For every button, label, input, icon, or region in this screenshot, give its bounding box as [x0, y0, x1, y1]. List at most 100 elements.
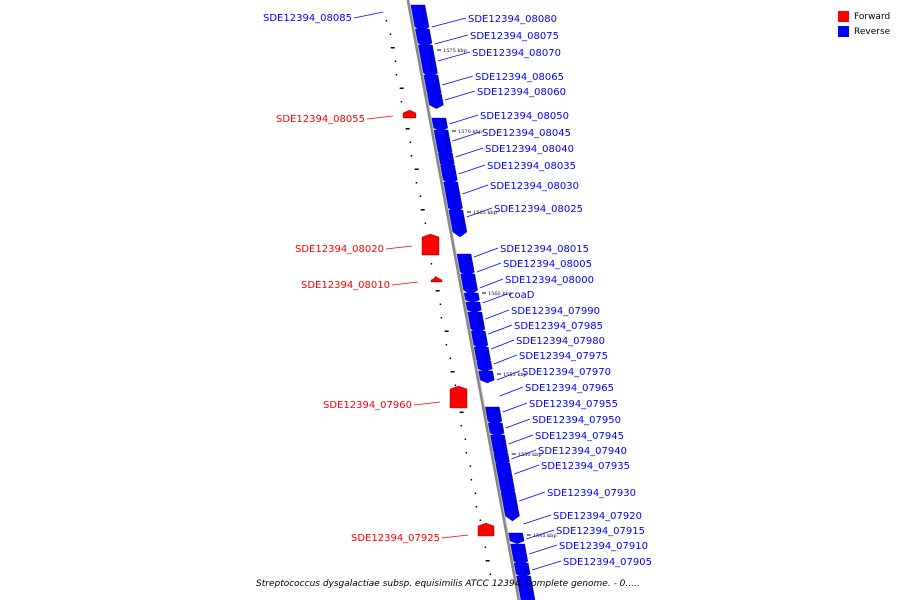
track-dot: [465, 452, 468, 454]
forward-gene-block: [421, 233, 440, 256]
label-leader: [353, 11, 384, 19]
reverse-gene-block: [516, 575, 536, 600]
reverse-gene-label: SDE12394_08070: [472, 48, 561, 59]
scale-tick-label: 1570 kbp: [458, 129, 482, 135]
track-dot: [424, 222, 427, 224]
track-dot: [440, 317, 443, 319]
reverse-gene-label: SDE12394_07945: [535, 431, 624, 442]
legend: Forward Reverse: [838, 9, 898, 39]
reverse-gene-label: coaD: [509, 290, 535, 301]
scale-tick-label: 1545 kbp: [533, 533, 557, 539]
gene-shade: [471, 275, 475, 289]
gene-shade: [421, 6, 425, 26]
label-leader: [499, 386, 524, 397]
gene-shade: [503, 454, 507, 461]
reverse-gene-label: SDE12394_07970: [522, 367, 611, 378]
gene-shade: [475, 303, 479, 309]
reverse-gene-label: SDE12394_08060: [477, 87, 566, 98]
reverse-gene-label: SDE12394_08035: [487, 161, 576, 172]
reverse-gene-block: [431, 117, 448, 132]
forward-gene-block: [402, 109, 417, 119]
label-leader: [488, 324, 513, 335]
gene-shade: [495, 408, 499, 420]
track-dot: [489, 573, 492, 575]
gene-shade: [507, 464, 511, 490]
forward-gene-label: SDE12394_07960: [323, 400, 412, 411]
track-dot: [449, 357, 452, 359]
legend-reverse: Reverse: [838, 24, 898, 39]
reverse-gene-label: SDE12394_07950: [532, 415, 621, 426]
forward-gene-block: [430, 276, 443, 283]
legend-forward: Forward: [838, 9, 898, 24]
label-leader: [431, 17, 467, 28]
scale-tick-label: 1565 kbp: [473, 210, 497, 216]
reverse-gene-label: SDE12394_07905: [563, 557, 652, 568]
label-leader: [528, 544, 558, 555]
reverse-gene-label: SDE12394_08005: [503, 259, 592, 270]
track-dot: [470, 479, 473, 481]
gene-shade: [484, 348, 488, 359]
reverse-gene-label: SDE12394_08075: [470, 31, 559, 42]
genome-caption: Streptococcus dysgalactiae subsp. equisi…: [256, 579, 640, 589]
gene-shade: [455, 183, 459, 207]
reverse-gene-label: SDE12394_08065: [475, 72, 564, 83]
gene-shade: [488, 372, 492, 379]
reverse-gene-label: SDE12394_08045: [482, 128, 571, 139]
track-dot: [385, 20, 388, 22]
gene-shade: [512, 493, 516, 515]
track-dot: [419, 195, 422, 197]
forward-gene-label: SDE12394_08085: [263, 13, 352, 24]
label-leader: [441, 534, 469, 539]
reverse-gene-label: SDE12394_07935: [541, 461, 630, 472]
scale-tick-label: 1555 kbp: [503, 372, 527, 378]
track-dot: [454, 384, 457, 386]
label-leader: [466, 207, 493, 218]
label-leader: [523, 514, 552, 525]
gene-shade: [445, 131, 449, 151]
gene-shade: [425, 30, 429, 42]
track-dot: [420, 209, 425, 211]
scale-tick-label: 1575 kbp: [443, 48, 467, 54]
track-dot: [430, 263, 433, 265]
reverse-gene-label: SDE12394_07910: [559, 541, 648, 552]
legend-forward-label: Forward: [854, 11, 891, 22]
forward-gene-label: SDE12394_07925: [351, 533, 440, 544]
gene-shade: [518, 534, 522, 540]
reverse-gene-label: SDE12394_07920: [553, 511, 642, 522]
forward-swatch: [838, 11, 849, 22]
scale-tick-label: 1560 kbp: [488, 291, 512, 297]
reverse-gene-label: SDE12394_07955: [529, 399, 618, 410]
reverse-gene-block: [427, 93, 444, 109]
reverse-gene-label: SDE12394_08025: [494, 204, 583, 215]
gene-shade: [429, 46, 433, 72]
gene-shade: [450, 166, 454, 179]
gene-shade: [524, 564, 528, 573]
genome-axis-highlight: [409, 0, 521, 600]
label-leader: [391, 281, 419, 286]
track-dot: [414, 168, 419, 170]
track-dot: [434, 276, 437, 278]
reverse-gene-block: [476, 360, 493, 372]
forward-gene-label: SDE12394_08055: [276, 114, 365, 125]
label-leader: [485, 309, 510, 320]
gene-labels: SDE12394_08080 SDE12394_08075 SDE12394_080…: [263, 13, 652, 568]
label-leader: [449, 114, 479, 125]
track-dot: [460, 425, 463, 427]
label-leader: [479, 278, 504, 289]
label-leader: [442, 75, 474, 86]
gene-shade: [478, 313, 482, 328]
track-dot: [469, 465, 472, 467]
track-dot: [395, 74, 398, 76]
gene-shade: [498, 424, 502, 432]
reverse-gene-label: SDE12394_07940: [538, 446, 627, 457]
label-leader: [490, 339, 515, 350]
track-dot: [405, 128, 410, 130]
track-dot: [484, 546, 487, 548]
label-leader: [526, 529, 555, 540]
label-leader: [434, 34, 469, 45]
label-leader: [413, 401, 441, 406]
label-leader: [508, 434, 534, 445]
reverse-gene-label: SDE12394_07965: [525, 383, 614, 394]
reverse-gene-block: [460, 273, 478, 296]
track-dot: [444, 330, 449, 332]
